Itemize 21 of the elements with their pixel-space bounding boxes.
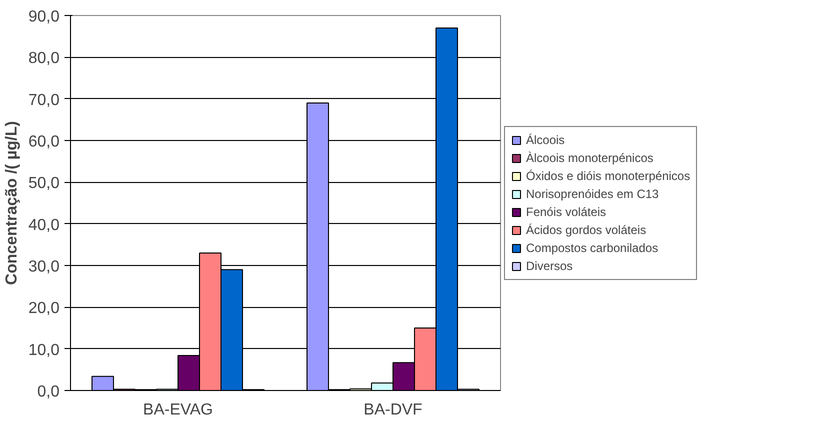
legend-label: Fenóis voláteis — [526, 204, 606, 218]
legend-label: Àlcoois monoterpénicos — [526, 150, 654, 164]
y-tick-label: 0,0 — [37, 384, 60, 400]
legend-label: Óxidos e dióis monoterpénicos — [526, 168, 690, 182]
y-tick-label: 90,0 — [28, 8, 60, 26]
y-tick-label: 50,0 — [28, 175, 60, 192]
y-tick-label: 70,0 — [28, 92, 60, 109]
x-tick-label: BA-DVF — [364, 402, 423, 418]
legend-label: Álcoois — [526, 132, 565, 146]
y-tick-label: 20,0 — [28, 300, 60, 318]
y-tick-label: 10,0 — [28, 342, 60, 359]
y-tick-label: 40,0 — [28, 216, 60, 234]
x-tick-label: BA-EVAG — [143, 402, 213, 418]
y-axis-title: Concentração /( µg/L) — [3, 121, 20, 285]
y-tick-label: 30,0 — [28, 258, 60, 276]
y-tick-label: 60,0 — [28, 134, 60, 150]
legend-label: Compostos carbonilados — [526, 240, 658, 254]
legend-label: Ácidos gordos voláteis — [526, 222, 646, 236]
y-tick-label: 80,0 — [28, 50, 60, 68]
legend-label: Diversos — [526, 258, 573, 272]
legend-label: Norisoprenóides em C13 — [526, 186, 659, 200]
